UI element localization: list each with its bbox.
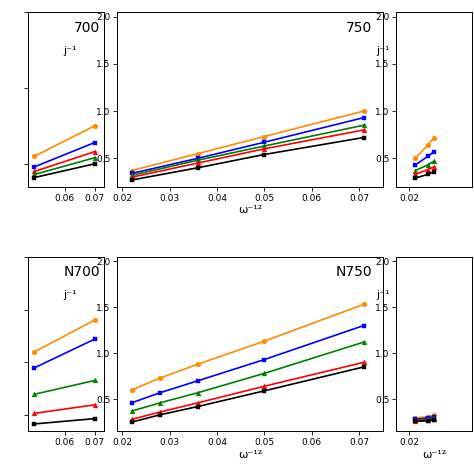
Y-axis label: j⁻¹: j⁻¹ [376,46,390,55]
X-axis label: ω⁻¹²: ω⁻¹² [422,450,446,460]
Text: N700: N700 [64,265,100,279]
Text: 700: 700 [74,20,100,35]
X-axis label: ω⁻¹²: ω⁻¹² [238,450,262,460]
Y-axis label: j⁻¹: j⁻¹ [63,290,76,300]
X-axis label: ω⁻¹²: ω⁻¹² [238,205,262,215]
Text: 750: 750 [346,20,372,35]
Text: N750: N750 [336,265,372,279]
Y-axis label: j⁻¹: j⁻¹ [63,46,76,55]
Y-axis label: j⁻¹: j⁻¹ [376,290,390,300]
